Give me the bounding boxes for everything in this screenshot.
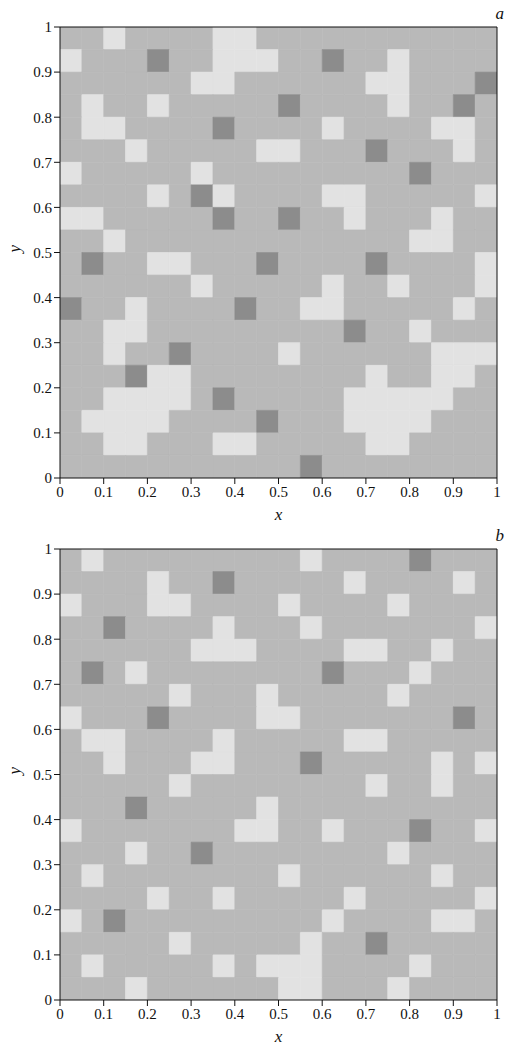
svg-text:0.3: 0.3: [33, 335, 52, 351]
svg-text:x: x: [274, 1027, 283, 1046]
svg-text:0.8: 0.8: [400, 1006, 419, 1022]
svg-text:0.1: 0.1: [94, 484, 113, 500]
svg-text:0.8: 0.8: [33, 110, 52, 126]
svg-text:0.3: 0.3: [182, 484, 201, 500]
svg-text:0.7: 0.7: [357, 484, 376, 500]
svg-text:0.9: 0.9: [33, 586, 52, 602]
svg-text:0.7: 0.7: [33, 155, 52, 171]
svg-text:1: 1: [45, 541, 53, 557]
svg-text:0: 0: [45, 470, 53, 486]
svg-text:0: 0: [45, 992, 53, 1008]
svg-text:0.7: 0.7: [357, 1006, 376, 1022]
svg-text:0.1: 0.1: [33, 425, 52, 441]
svg-text:0.1: 0.1: [33, 947, 52, 963]
svg-text:y: y: [5, 245, 24, 255]
svg-text:0.9: 0.9: [444, 484, 463, 500]
svg-text:0.8: 0.8: [33, 632, 52, 648]
svg-text:0: 0: [56, 1006, 64, 1022]
svg-text:0.4: 0.4: [33, 290, 52, 306]
svg-text:0.5: 0.5: [269, 1006, 288, 1022]
html-text:b: b: [495, 526, 504, 545]
svg-text:0.5: 0.5: [269, 484, 288, 500]
svg-text:0.9: 0.9: [33, 64, 52, 80]
svg-text:0.4: 0.4: [225, 484, 244, 500]
svg-text:0.7: 0.7: [33, 677, 52, 693]
svg-text:0.5: 0.5: [33, 245, 52, 261]
svg-text:0.2: 0.2: [33, 380, 52, 396]
html-text:a: a: [495, 4, 504, 23]
svg-text:0.3: 0.3: [182, 1006, 201, 1022]
svg-text:0.1: 0.1: [94, 1006, 113, 1022]
svg-text:0.2: 0.2: [138, 484, 157, 500]
svg-text:0.2: 0.2: [33, 902, 52, 918]
svg-text:0.2: 0.2: [138, 1006, 157, 1022]
svg-text:0.6: 0.6: [33, 200, 52, 216]
svg-text:0.6: 0.6: [313, 1006, 332, 1022]
svg-text:0.3: 0.3: [33, 857, 52, 873]
svg-text:0.9: 0.9: [444, 1006, 463, 1022]
svg-text:0: 0: [56, 484, 64, 500]
svg-text:1: 1: [45, 19, 53, 35]
svg-text:0.4: 0.4: [33, 812, 52, 828]
svg-text:1: 1: [493, 484, 501, 500]
svg-text:y: y: [5, 767, 24, 777]
svg-text:1: 1: [493, 1006, 501, 1022]
svg-text:0.6: 0.6: [33, 722, 52, 738]
svg-text:0.4: 0.4: [225, 1006, 244, 1022]
svg-text:x: x: [274, 505, 283, 524]
svg-text:0.8: 0.8: [400, 484, 419, 500]
svg-text:0.6: 0.6: [313, 484, 332, 500]
svg-text:0.5: 0.5: [33, 767, 52, 783]
